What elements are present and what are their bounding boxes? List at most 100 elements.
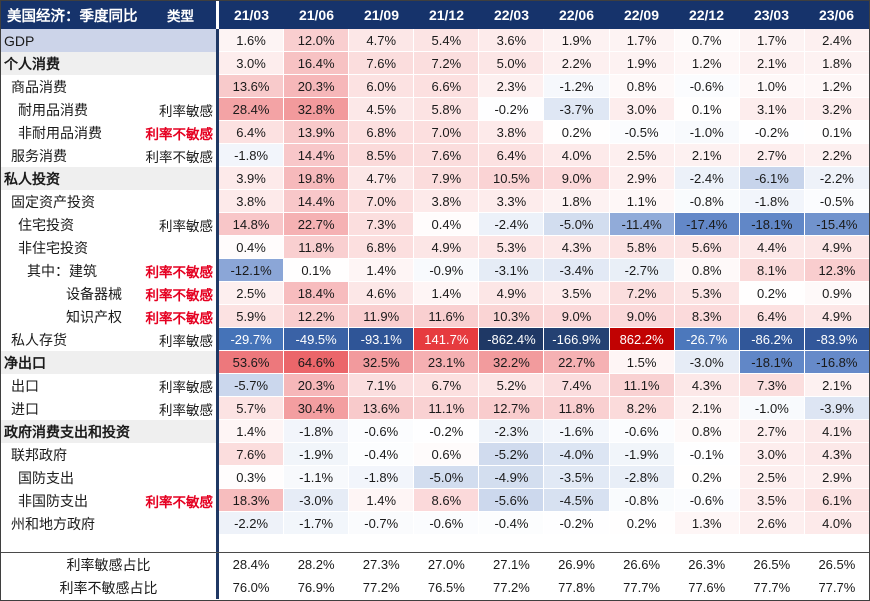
- value-cell: 7.4%: [544, 374, 610, 397]
- table-row: 国防支出 0.3% -1.1% -1.8% -5.0% -4.9% -3.5% -2.8% 0.…: [1, 466, 869, 489]
- value-cell: -5.7%: [219, 374, 285, 397]
- value-cell: 8.5%: [349, 144, 415, 167]
- column-header: 21/09: [363, 7, 400, 23]
- value-cell: 6.6%: [414, 75, 480, 98]
- value-cell: -5.0%: [544, 213, 610, 236]
- value-cell: -5.0%: [414, 466, 480, 489]
- value-cell: 14.8%: [219, 213, 285, 236]
- value-cell: 7.0%: [414, 121, 480, 144]
- row-label: 商品消费: [11, 78, 67, 95]
- value-cell: 6.8%: [349, 236, 415, 259]
- row-label: 服务消费: [11, 147, 67, 164]
- value-cell: -0.1%: [674, 443, 740, 466]
- value-cell: 1.7%: [609, 29, 675, 52]
- row-type-label: 利率不敏感: [145, 149, 214, 165]
- value-cell: 5.2%: [479, 374, 545, 397]
- value-cell: -4.9%: [479, 466, 545, 489]
- value-cell: 5.3%: [479, 236, 545, 259]
- value-cell: -0.4%: [479, 512, 545, 535]
- value-cell: 9.0%: [609, 305, 675, 328]
- value-cell: -4.0%: [544, 443, 610, 466]
- row-label: 非住宅投资: [18, 239, 88, 256]
- value-cell: -2.4%: [674, 167, 740, 190]
- value-cell: 8.2%: [609, 397, 675, 420]
- table-row: 耐用品消费 利率敏感 28.4% 32.8% 4.5% 5.8% -0.2% -3.7% 3.0…: [1, 98, 869, 121]
- summary-value-cell: 28.4%: [219, 553, 285, 576]
- value-cell: -0.6%: [349, 420, 415, 443]
- table-header: 美国经济：季度同比 类型 21/03 21/06 21/09 21/12 22/03 22…: [1, 1, 869, 29]
- table-row: 进口 利率敏感 5.7% 30.4% 13.6% 11.1% 12.7% 11.8% 8.2% 2…: [1, 397, 869, 420]
- value-cell: 0.1%: [674, 98, 740, 121]
- value-cell: 11.8%: [284, 236, 350, 259]
- value-cell: -1.0%: [674, 121, 740, 144]
- row-type-label: 利率敏感: [159, 402, 213, 418]
- value-cell: -93.1%: [349, 328, 415, 351]
- table-row: GDP 1.6% 12.0% 4.7% 5.4% 3.6% 1.9% 1.7% 0.7% 1.7%…: [1, 29, 869, 52]
- value-cell: 7.3%: [349, 213, 415, 236]
- row-type-label: 利率敏感: [159, 218, 213, 234]
- value-cell: 0.1%: [284, 259, 350, 282]
- value-cell: -16.8%: [804, 351, 869, 374]
- row-label: 固定资产投资: [11, 193, 95, 210]
- table-row: 设备器械 利率不敏感 2.5% 18.4% 4.6% 1.4% 4.9% 3.5% 7.2% 5.…: [1, 282, 869, 305]
- value-cell: 6.4%: [219, 121, 285, 144]
- value-cell: 5.9%: [219, 305, 285, 328]
- table-row: 政府消费支出和投资 1.4% -1.8% -0.6% -0.2% -2.3% -1.6% -0…: [1, 420, 869, 443]
- value-cell: -83.9%: [804, 328, 869, 351]
- column-header: 21/06: [298, 7, 335, 23]
- value-cell: 20.3%: [284, 75, 350, 98]
- column-header: 22/12: [688, 7, 725, 23]
- row-type-label: [145, 236, 216, 259]
- spacer-row: [1, 535, 869, 553]
- summary-value-cell: 27.3%: [349, 553, 415, 576]
- value-cell: 0.8%: [609, 75, 675, 98]
- value-cell: -0.4%: [349, 443, 415, 466]
- value-cell: 4.3%: [674, 374, 740, 397]
- value-cell: -2.2%: [219, 512, 285, 535]
- value-cell: 22.7%: [544, 351, 610, 374]
- value-cell: 7.6%: [414, 144, 480, 167]
- value-cell: 7.3%: [739, 374, 805, 397]
- value-cell: 2.6%: [739, 512, 805, 535]
- value-cell: 1.6%: [219, 29, 285, 52]
- table-row: 非国防支出 利率不敏感 18.3% -3.0% 1.4% 8.6% -5.6% -4.5% -0…: [1, 489, 869, 512]
- value-cell: 14.4%: [284, 190, 350, 213]
- value-cell: -0.2%: [414, 420, 480, 443]
- value-cell: 10.3%: [479, 305, 545, 328]
- value-cell: 4.7%: [349, 167, 415, 190]
- value-cell: 8.3%: [674, 305, 740, 328]
- row-label: 耐用品消费: [18, 101, 88, 118]
- value-cell: 7.6%: [349, 52, 415, 75]
- row-type-label: [145, 52, 216, 75]
- value-cell: 4.0%: [544, 144, 610, 167]
- row-label: 非国防支出: [18, 492, 88, 509]
- value-cell: -18.1%: [739, 351, 805, 374]
- value-cell: 9.0%: [544, 167, 610, 190]
- row-label: 非耐用品消费: [18, 124, 102, 141]
- summary-value-cell: 76.5%: [414, 576, 480, 599]
- value-cell: 18.3%: [219, 489, 285, 512]
- value-cell: 0.7%: [674, 29, 740, 52]
- summary-label: 利率敏感占比: [66, 556, 151, 573]
- value-cell: 1.9%: [544, 29, 610, 52]
- value-cell: 8.6%: [414, 489, 480, 512]
- column-divider: [216, 1, 219, 29]
- row-type-label: 利率不敏感: [145, 126, 214, 142]
- value-cell: 4.5%: [349, 98, 415, 121]
- value-cell: 2.2%: [544, 52, 610, 75]
- table-row: 联邦政府 7.6% -1.9% -0.4% 0.6% -5.2% -4.0% -1.9% -0.…: [1, 443, 869, 466]
- value-cell: 6.0%: [349, 75, 415, 98]
- value-cell: -1.1%: [284, 466, 350, 489]
- value-cell: 4.9%: [479, 282, 545, 305]
- row-label: 设备器械: [66, 285, 122, 302]
- value-cell: 11.6%: [414, 305, 480, 328]
- value-cell: -0.6%: [674, 75, 740, 98]
- row-label: 私人存货: [11, 331, 67, 348]
- value-cell: -0.8%: [609, 489, 675, 512]
- value-cell: 3.3%: [479, 190, 545, 213]
- value-cell: 32.8%: [284, 98, 350, 121]
- summary-value-cell: 26.6%: [609, 553, 675, 576]
- summary-value-cell: 26.5%: [804, 553, 869, 576]
- value-cell: 3.6%: [479, 29, 545, 52]
- value-cell: 1.0%: [739, 75, 805, 98]
